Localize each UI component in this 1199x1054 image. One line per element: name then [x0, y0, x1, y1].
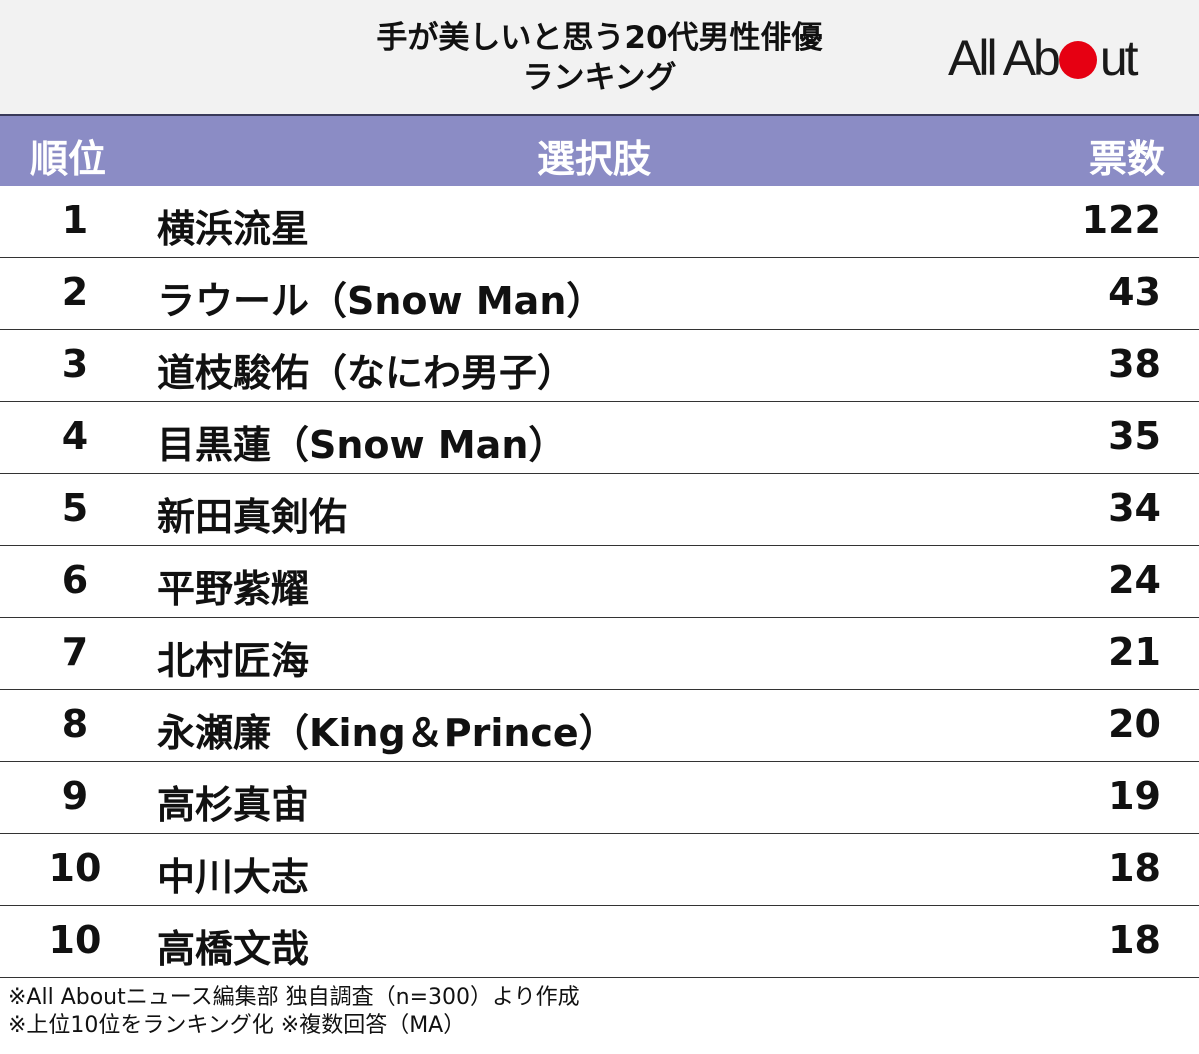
footnote-method: ※上位10位をランキング化 ※複数回答（MA）	[8, 1013, 466, 1038]
table-row: 10 中川大志 18	[0, 834, 1199, 906]
allabout-logo: All Ab ut	[948, 30, 1139, 86]
name-cell: 高橋文哉	[157, 927, 310, 971]
rank-cell: 7	[61, 630, 89, 674]
logo-text-start: All Ab	[948, 30, 1061, 86]
name-cell: 平野紫耀	[157, 567, 310, 611]
header-rank: 順位	[30, 137, 107, 181]
table-body: 1 横浜流星 122 2 ラウール（Snow Man） 43 3 道枝駿佑（なにわ男子） 38 4…	[0, 186, 1199, 978]
table-row: 9 高杉真宙 19	[0, 762, 1199, 834]
votes-cell: 19	[1108, 774, 1161, 818]
footnote-source: ※All Aboutニュース編集部 独自調査（n=300）より作成	[8, 985, 580, 1010]
votes-cell: 38	[1108, 342, 1161, 386]
rank-cell: 10	[48, 918, 102, 962]
name-cell: 横浜流星	[157, 207, 310, 251]
votes-cell: 21	[1108, 630, 1161, 674]
header: 手が美しいと思う20代男性俳優 ランキング All Ab ut	[0, 0, 1199, 114]
name-cell: 新田真剣佑	[157, 495, 348, 539]
name-cell: 中川大志	[157, 855, 310, 899]
name-cell: 北村匠海	[157, 639, 310, 683]
table-row: 3 道枝駿佑（なにわ男子） 38	[0, 330, 1199, 402]
table-row: 7 北村匠海 21	[0, 618, 1199, 690]
name-cell: ラウール（Snow Man）	[157, 279, 605, 323]
chart-title-line2: ランキング	[522, 60, 677, 96]
votes-cell: 18	[1108, 918, 1161, 962]
votes-cell: 18	[1108, 846, 1161, 890]
table-header: 順位 選択肢 票数	[0, 114, 1199, 186]
rank-cell: 6	[61, 558, 89, 602]
rank-cell: 1	[61, 198, 89, 242]
table-row: 8 永瀬廉（King＆Prince） 20	[0, 690, 1199, 762]
rank-cell: 9	[61, 774, 89, 818]
table-row: 5 新田真剣佑 34	[0, 474, 1199, 546]
table-row: 6 平野紫耀 24	[0, 546, 1199, 618]
footnotes: ※All Aboutニュース編集部 独自調査（n=300）より作成 ※上位10位…	[8, 984, 580, 1040]
votes-cell: 34	[1108, 486, 1161, 530]
votes-cell: 20	[1108, 702, 1161, 746]
rank-cell: 2	[61, 270, 89, 314]
table-row: 4 目黒蓮（Snow Man） 35	[0, 402, 1199, 474]
rank-cell: 3	[61, 342, 89, 386]
logo-text-end: ut	[1099, 30, 1139, 86]
table-row: 2 ラウール（Snow Man） 43	[0, 258, 1199, 330]
header-votes: 票数	[1088, 137, 1165, 181]
votes-cell: 35	[1108, 414, 1161, 458]
table-row: 1 横浜流星 122	[0, 186, 1199, 258]
votes-cell: 24	[1108, 558, 1161, 602]
header-choice: 選択肢	[537, 137, 652, 181]
ranking-table: 順位 選択肢 票数 1 横浜流星 122 2 ラウール（Snow Man） 43 3 道枝駿佑…	[0, 114, 1199, 978]
rank-cell: 5	[61, 486, 89, 530]
name-cell: 高杉真宙	[157, 783, 310, 827]
name-cell: 永瀬廉（King＆Prince）	[157, 711, 617, 755]
name-cell: 目黒蓮（Snow Man）	[157, 423, 567, 467]
chart-title-line1: 手が美しいと思う20代男性俳優	[376, 20, 823, 56]
votes-cell: 43	[1108, 270, 1161, 314]
name-cell: 道枝駿佑（なにわ男子）	[157, 351, 576, 395]
logo-red-circle-icon	[1058, 41, 1097, 79]
votes-cell: 122	[1081, 198, 1161, 242]
table-row: 10 高橋文哉 18	[0, 906, 1199, 978]
rank-cell: 10	[48, 846, 102, 890]
rank-cell: 8	[61, 702, 89, 746]
rank-cell: 4	[61, 414, 89, 458]
chart-title: 手が美しいと思う20代男性俳優 ランキング	[0, 18, 1199, 98]
